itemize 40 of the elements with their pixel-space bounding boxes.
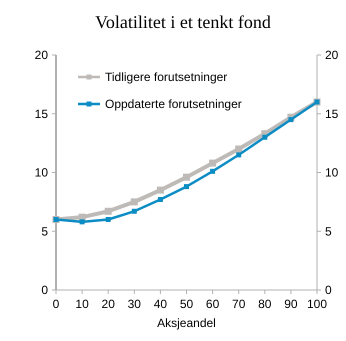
y2-tick-label: 10 — [325, 166, 339, 180]
point — [184, 184, 189, 190]
y2-tick-label: 5 — [325, 224, 332, 238]
x-axis-title: Aksjeandel — [157, 316, 216, 330]
point — [236, 152, 242, 158]
point — [183, 174, 190, 181]
x-tick-label: 50 — [180, 297, 194, 311]
x-tick-label: 0 — [52, 297, 60, 311]
point — [262, 134, 268, 140]
point — [209, 160, 216, 167]
legend-label: Oppdaterte forutsetninger — [105, 97, 242, 111]
point — [210, 168, 216, 174]
point — [106, 217, 111, 222]
point — [158, 197, 163, 202]
x-tick-label: 80 — [258, 297, 272, 311]
x-tick-label: 40 — [154, 297, 168, 311]
y-tick-label: 20 — [34, 48, 48, 62]
point — [132, 208, 137, 214]
y2-tick-label: 15 — [325, 106, 339, 121]
point — [130, 198, 138, 206]
y2-tick-label: 20 — [325, 48, 339, 62]
chart-title: Volatilitet i et tenkt fond — [95, 12, 271, 32]
x-tick-label: 100 — [306, 297, 328, 311]
point — [235, 146, 242, 152]
x-tick-label: 30 — [128, 297, 142, 311]
x-tick-label: 10 — [75, 297, 90, 311]
legend-label: Tidligere forutsetninger — [105, 70, 228, 84]
y-tick-label: 5 — [41, 224, 48, 238]
point — [80, 219, 85, 224]
y-tick-label: 10 — [34, 166, 48, 180]
x-tick-label: 70 — [232, 297, 246, 311]
x-tick-label: 60 — [206, 297, 220, 311]
x-tick-label: 20 — [102, 297, 116, 311]
point — [156, 186, 164, 194]
point — [104, 208, 112, 215]
point — [288, 117, 294, 122]
y-tick-label: 0 — [41, 283, 48, 297]
x-tick-label: 90 — [284, 297, 298, 311]
y2-tick-label: 0 — [325, 283, 332, 297]
y-tick-label: 15 — [34, 106, 48, 121]
